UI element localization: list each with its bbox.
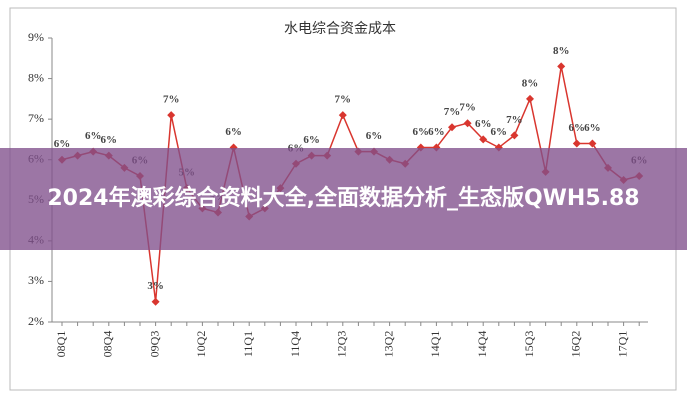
data-label: 6% [475,118,492,130]
marker [151,297,160,306]
data-label: 8% [522,77,539,89]
marker [588,139,597,148]
data-label: 8% [553,45,570,57]
x-tick-label: 16Q2 [569,331,583,358]
y-tick-label: 2% [28,314,44,328]
chart-title: 水电综合资金成本 [284,21,396,37]
data-label: 6% [491,126,508,138]
x-tick-label: 14Q4 [475,331,489,358]
y-tick-label: 8% [28,70,44,84]
marker [463,119,472,128]
marker [526,94,534,103]
data-label: 6% [584,122,601,134]
data-label: 7% [459,102,476,114]
data-label: 7% [163,94,180,106]
data-label: 6% [303,134,320,146]
marker [572,139,581,148]
x-tick-label: 14Q1 [428,331,442,358]
marker [479,135,488,144]
marker [448,123,456,132]
x-tick-label: 11Q4 [288,331,302,357]
data-label: 6% [85,130,102,142]
x-tick-label: 11Q1 [241,331,255,357]
y-tick-label: 7% [28,111,44,125]
x-tick-label: 09Q3 [147,331,161,358]
data-label: 7% [506,114,523,126]
x-tick-label: 10Q2 [194,331,208,358]
x-tick-label: 08Q1 [54,331,68,358]
y-tick-label: 3% [28,273,44,287]
x-tick-label: 17Q1 [615,331,629,358]
x-tick-label: 13Q2 [381,331,395,358]
data-label: 6% [225,126,242,138]
x-tick-label: 08Q4 [101,331,115,358]
overlay-banner: 2024年澳彩综合资料大全,全面数据分析_生态版QWH5.88 [0,148,687,250]
x-tick-label: 15Q3 [522,331,536,358]
marker [557,62,566,71]
data-label: 6% [569,122,586,134]
marker [338,111,347,120]
y-tick-label: 9% [28,30,44,44]
data-label: 7% [335,94,352,106]
data-label: 7% [444,106,461,118]
data-label: 6% [428,126,445,138]
data-label: 6% [413,126,430,138]
data-label: 6% [366,130,383,142]
marker [510,131,519,140]
data-label: 6% [54,138,71,150]
data-label: 6% [101,134,118,146]
marker [167,111,176,120]
data-label: 3% [147,280,164,292]
x-tick-label: 12Q3 [335,331,349,358]
